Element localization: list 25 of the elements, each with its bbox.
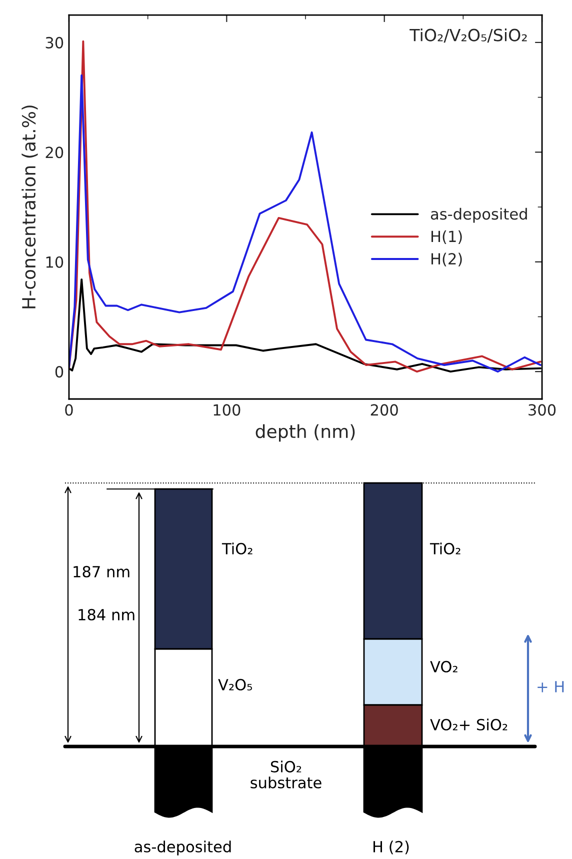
x-tick-label: 300 bbox=[528, 404, 556, 416]
y-tick-label: 10 bbox=[46, 256, 64, 268]
text: as-deposited bbox=[134, 840, 231, 856]
text: TiO₂ bbox=[222, 542, 252, 554]
text: VO₂+ SiO₂ bbox=[430, 718, 508, 730]
y-axis-title: H-concentration (at.%) bbox=[22, 106, 38, 308]
x-tick-label: 100 bbox=[214, 404, 240, 416]
text: VO₂ bbox=[430, 660, 458, 672]
legend-label: as-deposited bbox=[430, 208, 527, 223]
x-axis-title: depth (nm) bbox=[256, 424, 355, 442]
x-tick-label: 0 bbox=[65, 404, 73, 416]
text: 187 nm bbox=[74, 566, 130, 578]
text: V₂O₅ bbox=[218, 678, 252, 690]
y-tick-label: 0 bbox=[55, 366, 64, 378]
text: SiO₂ substrate bbox=[250, 760, 322, 788]
legend-label: H(2) bbox=[432, 252, 462, 266]
text: H (2) bbox=[374, 840, 409, 854]
text: TiO₂ bbox=[430, 542, 460, 554]
legend-label: H(1) bbox=[432, 230, 462, 244]
text: 184 nm bbox=[78, 608, 134, 620]
annotation: TiO₂/V₂O₅/SiO₂ bbox=[410, 28, 527, 43]
text: + H bbox=[538, 681, 564, 692]
y-tick-label: 20 bbox=[46, 146, 64, 158]
x-tick-label: 200 bbox=[370, 404, 398, 416]
y-tick-label: 30 bbox=[46, 36, 64, 48]
